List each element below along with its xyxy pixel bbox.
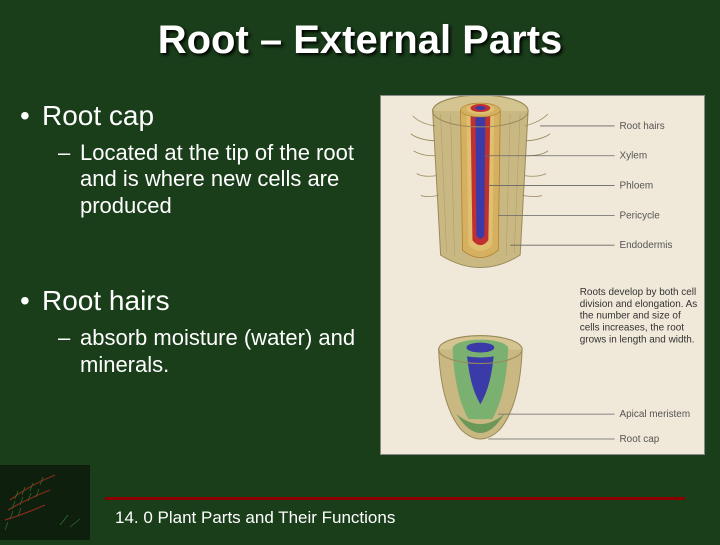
label-phloem: Phloem (620, 181, 654, 192)
footer-decorative-image (0, 465, 90, 540)
content-area: Root cap Located at the tip of the root … (20, 100, 375, 414)
label-pericycle: Pericycle (620, 210, 661, 221)
label-xylem: Xylem (620, 151, 648, 162)
slide-title: Root – External Parts (0, 0, 720, 63)
figure-caption-l4: cells increases, the root (580, 323, 684, 334)
bullet-root-hairs-desc: absorb moisture (water) and minerals. (80, 325, 375, 378)
bullet-root-cap-desc: Located at the tip of the root and is wh… (80, 140, 375, 219)
label-endodermis: Endodermis (620, 240, 673, 251)
figure-caption-l5: grows in length and width. (580, 335, 695, 346)
footer-accent-line (105, 497, 685, 500)
bullet-root-cap: Root cap (42, 100, 375, 132)
footer-text: 14. 0 Plant Parts and Their Functions (115, 508, 395, 528)
label-root-hairs: Root hairs (620, 121, 665, 132)
label-root-cap: Root cap (620, 434, 660, 445)
figure-caption-l3: the number and size of (580, 311, 681, 322)
root-diagram-svg: Root hairs Xylem Phloem Pericycle Endode… (381, 96, 704, 454)
label-apical-meristem: Apical meristem (620, 409, 691, 420)
bullet-root-hairs: Root hairs (42, 285, 375, 317)
figure-caption-l1: Roots develop by both cell (580, 287, 696, 298)
figure-caption-l2: division and elongation. As (580, 299, 698, 310)
root-diagram: Root hairs Xylem Phloem Pericycle Endode… (380, 95, 705, 455)
